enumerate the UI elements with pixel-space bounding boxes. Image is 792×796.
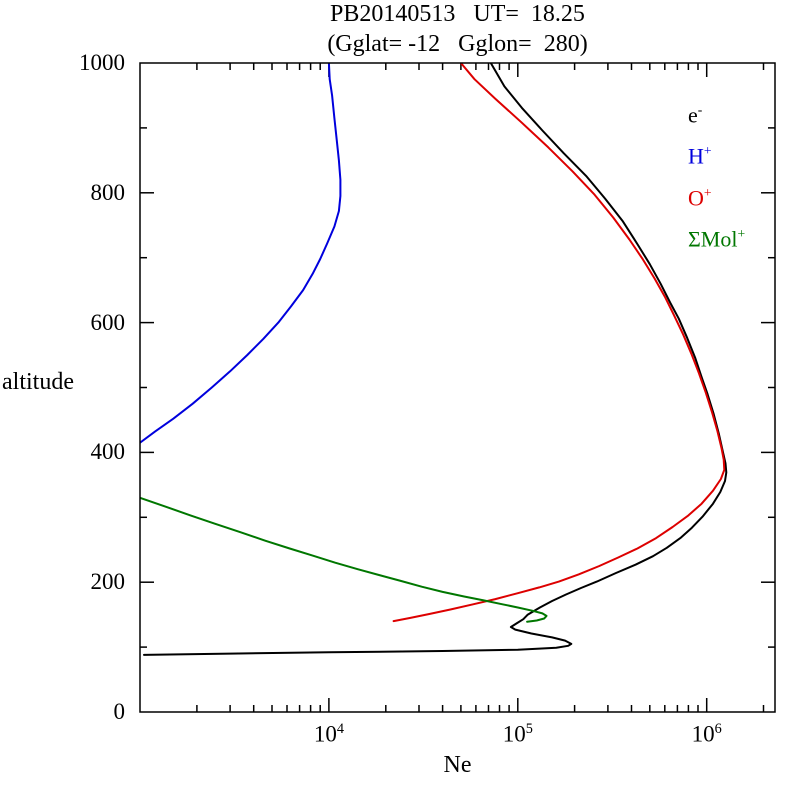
y-tick-label: 0: [113, 699, 126, 724]
page-title: PB20140513 UT= 18.25: [330, 1, 585, 27]
x-tick-label: 105: [502, 721, 533, 747]
y-tick-label: 800: [90, 179, 126, 205]
y-axis-label: altitude: [2, 369, 74, 395]
y-tick-label: 400: [90, 439, 126, 465]
axis-ticks: [140, 63, 775, 712]
y-tick-label: 600: [90, 309, 126, 335]
plot-frame: [139, 62, 776, 713]
legend: e- H+ O+ ΣMol+: [688, 92, 745, 257]
series-mol-plus-curve: [140, 496, 548, 623]
x-axis-label: Ne: [443, 752, 472, 778]
legend-item-o-plus: O+: [688, 184, 712, 210]
legend-item-h-plus: H+: [688, 143, 712, 169]
series-o-plus-curve: [392, 63, 726, 623]
y-tick-label: 1000: [79, 50, 125, 75]
series-h-plus-curve: [140, 63, 342, 444]
x-tick-label: 104: [313, 721, 344, 747]
legend-item-mol-plus: ΣMol+: [688, 225, 746, 252]
legend-item-electron: e-: [688, 102, 703, 128]
y-tick-label: 200: [90, 569, 126, 595]
x-tick-label: 106: [691, 721, 722, 747]
page-subtitle: (Gglat= -12 Gglon= 280): [327, 31, 588, 57]
series-electron-curve: [143, 63, 728, 656]
